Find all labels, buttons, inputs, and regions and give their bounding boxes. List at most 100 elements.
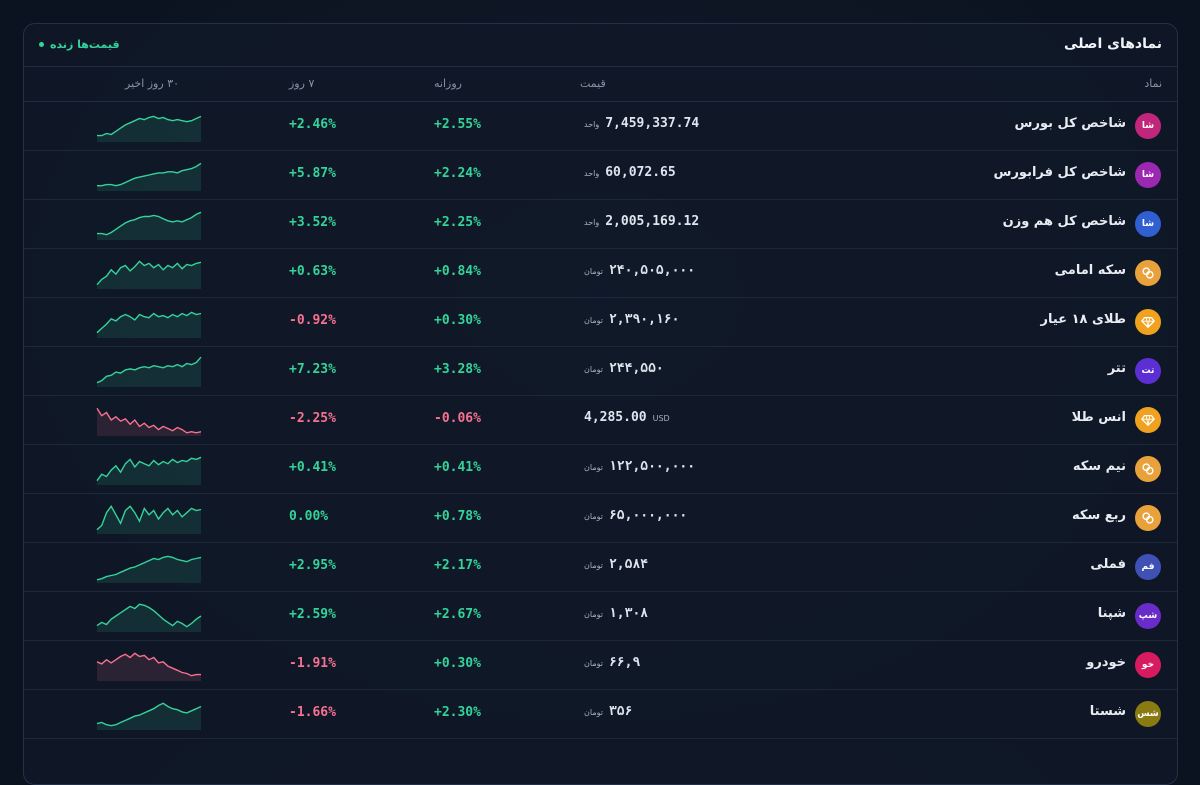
panel-title: نمادهای اصلی bbox=[1064, 36, 1162, 52]
table-row[interactable]: سکه امامی تومان ۲۴۰,۵۰۵,۰۰۰ +0.84% +0.63% bbox=[24, 249, 1177, 298]
weekly-change: +2.59% bbox=[289, 607, 336, 622]
symbol-name[interactable]: تتر bbox=[1107, 361, 1126, 376]
price-value: ۱,۳۰۸ bbox=[608, 606, 649, 621]
price-cell: واحد 7,459,337.74 bbox=[584, 116, 699, 131]
sparkline-30day bbox=[97, 115, 202, 142]
weekly-change: +5.87% bbox=[289, 166, 336, 181]
price-cell: واحد 2,005,169.12 bbox=[584, 214, 699, 229]
symbol-name[interactable]: ربع سکه bbox=[1072, 508, 1126, 523]
weekly-change: +3.52% bbox=[289, 215, 336, 230]
table-row[interactable]: انس طلا 4,285.00 USD -0.06% -2.25% bbox=[24, 396, 1177, 445]
sparkline-line bbox=[97, 162, 202, 187]
symbol-avatar: شپ bbox=[1135, 603, 1161, 629]
sparkline-line bbox=[96, 407, 202, 434]
price-value: ۳۵۶ bbox=[608, 704, 633, 719]
avatar-label: شس bbox=[1137, 709, 1159, 719]
price-value: 4,285.00 bbox=[584, 410, 647, 425]
table-row[interactable]: طلای ۱۸ عیار تومان ۲,۳۹۰,۱۶۰ +0.30% -0.92% bbox=[24, 298, 1177, 347]
symbol-name[interactable]: طلای ۱۸ عیار bbox=[1040, 312, 1126, 327]
panel-header: نمادهای اصلی قیمت‌ها زنده bbox=[24, 24, 1177, 67]
sparkline-line bbox=[96, 652, 201, 677]
price-cell: تومان ۶۵,۰۰۰,۰۰۰ bbox=[584, 508, 687, 523]
sparkline-area bbox=[97, 653, 201, 681]
price-cell: تومان ۲,۳۹۰,۱۶۰ bbox=[584, 312, 679, 327]
column-weekly[interactable]: ۷ روز bbox=[289, 77, 315, 90]
symbol-name[interactable]: شاخص کل هم وزن bbox=[1002, 214, 1126, 229]
symbol-avatar: شس bbox=[1135, 701, 1161, 727]
sparkline-area bbox=[97, 506, 201, 534]
sparkline-line bbox=[96, 702, 202, 727]
symbol-name[interactable]: شاخص کل بورس bbox=[1014, 116, 1126, 131]
sparkline-area bbox=[97, 408, 201, 436]
price-cell: 4,285.00 USD bbox=[584, 410, 670, 425]
price-cell: تومان ۲,۵۸۴ bbox=[584, 557, 648, 572]
column-30day: ۳۰ روز اخیر bbox=[125, 77, 180, 90]
sparkline-line bbox=[96, 555, 202, 581]
symbol-name[interactable]: انس طلا bbox=[1071, 410, 1126, 425]
sparkline-line bbox=[97, 211, 202, 236]
daily-change: +3.28% bbox=[434, 362, 481, 377]
price-value: ۲۴۰,۵۰۵,۰۰۰ bbox=[608, 263, 696, 278]
symbol-name[interactable]: فملی bbox=[1090, 557, 1126, 572]
table-row[interactable]: فم فملی تومان ۲,۵۸۴ +2.17% +2.95% bbox=[24, 543, 1177, 592]
price-value: 60,072.65 bbox=[605, 165, 676, 180]
avatar-label: فم bbox=[1141, 562, 1155, 572]
daily-change: +0.78% bbox=[434, 509, 481, 524]
column-symbol[interactable]: نماد bbox=[1144, 77, 1162, 90]
daily-change: -0.06% bbox=[434, 411, 481, 426]
symbol-name[interactable]: سکه امامی bbox=[1054, 263, 1126, 278]
daily-change: +0.30% bbox=[434, 656, 481, 671]
weekly-change: 0.00% bbox=[289, 509, 329, 524]
daily-change: +2.25% bbox=[434, 215, 481, 230]
sparkline-30day bbox=[96, 407, 202, 436]
price-unit: واحد bbox=[584, 120, 600, 129]
table-row[interactable]: شپ شپنا تومان ۱,۳۰۸ +2.67% +2.59% bbox=[24, 592, 1177, 641]
column-price[interactable]: قیمت bbox=[580, 77, 606, 90]
sparkline-30day bbox=[96, 652, 201, 681]
symbol-avatar: شا bbox=[1135, 162, 1161, 188]
price-value: 2,005,169.12 bbox=[605, 214, 700, 229]
table-row[interactable]: شا شاخص کل هم وزن واحد 2,005,169.12 +2.25% +3… bbox=[24, 200, 1177, 249]
weekly-change: +7.23% bbox=[289, 362, 336, 377]
price-unit: تومان bbox=[584, 561, 603, 570]
price-unit: تومان bbox=[584, 463, 603, 472]
daily-change: +2.24% bbox=[434, 166, 481, 181]
symbol-avatar: خو bbox=[1135, 652, 1161, 678]
sparkline-line bbox=[96, 603, 202, 628]
live-prices-indicator: قیمت‌ها زنده bbox=[39, 38, 120, 51]
weekly-change: +2.46% bbox=[289, 117, 336, 132]
table-row[interactable]: شا شاخص کل فرابورس واحد 60,072.65 +2.24% +5.8… bbox=[24, 151, 1177, 200]
price-unit: تومان bbox=[584, 267, 603, 276]
table-row[interactable]: شس شستا تومان ۳۵۶ +2.30% -1.66% bbox=[24, 690, 1177, 739]
weekly-change: -0.92% bbox=[289, 313, 336, 328]
daily-change: +2.55% bbox=[434, 117, 481, 132]
daily-change: +0.84% bbox=[434, 264, 481, 279]
table-row[interactable]: تت تتر تومان ۲۴۴,۵۵۰ +3.28% +7.23% bbox=[24, 347, 1177, 396]
sparkline-30day bbox=[96, 311, 202, 338]
symbol-name[interactable]: خودرو bbox=[1086, 655, 1126, 670]
table-row[interactable]: نیم سکه تومان ۱۲۲,۵۰۰,۰۰۰ +0.41% +0.41% bbox=[24, 445, 1177, 494]
price-unit: واحد bbox=[584, 169, 600, 178]
sparkline-30day bbox=[96, 456, 202, 485]
table-row[interactable]: شا شاخص کل بورس واحد 7,459,337.74 +2.55% +2.4… bbox=[24, 102, 1177, 151]
price-value: ۲۴۴,۵۵۰ bbox=[608, 361, 664, 376]
symbol-name[interactable]: شپنا bbox=[1097, 606, 1126, 621]
table-row[interactable]: ربع سکه تومان ۶۵,۰۰۰,۰۰۰ +0.78% 0.00% bbox=[24, 494, 1177, 543]
symbol-name[interactable]: نیم سکه bbox=[1072, 459, 1126, 474]
table-row[interactable]: خو خودرو تومان ۶۶,۹ +0.30% -1.91% bbox=[24, 641, 1177, 690]
avatar-label: تت bbox=[1141, 366, 1155, 376]
price-value: ۱۲۲,۵۰۰,۰۰۰ bbox=[608, 459, 696, 474]
symbol-name[interactable]: شستا bbox=[1089, 704, 1126, 719]
avatar-label: خو bbox=[1141, 660, 1155, 670]
symbol-name[interactable]: شاخص کل فرابورس bbox=[993, 165, 1127, 180]
avatar-label: شا bbox=[1141, 121, 1155, 131]
price-unit: تومان bbox=[584, 512, 603, 521]
price-unit: تومان bbox=[584, 708, 603, 717]
weekly-change: -2.25% bbox=[289, 411, 336, 426]
column-daily[interactable]: روزانه bbox=[434, 77, 462, 90]
price-unit: تومان bbox=[584, 610, 603, 619]
daily-change: +0.30% bbox=[434, 313, 481, 328]
coin-icon bbox=[1135, 260, 1161, 286]
sparkline-30day bbox=[97, 162, 202, 191]
sparkline-area bbox=[97, 116, 201, 142]
